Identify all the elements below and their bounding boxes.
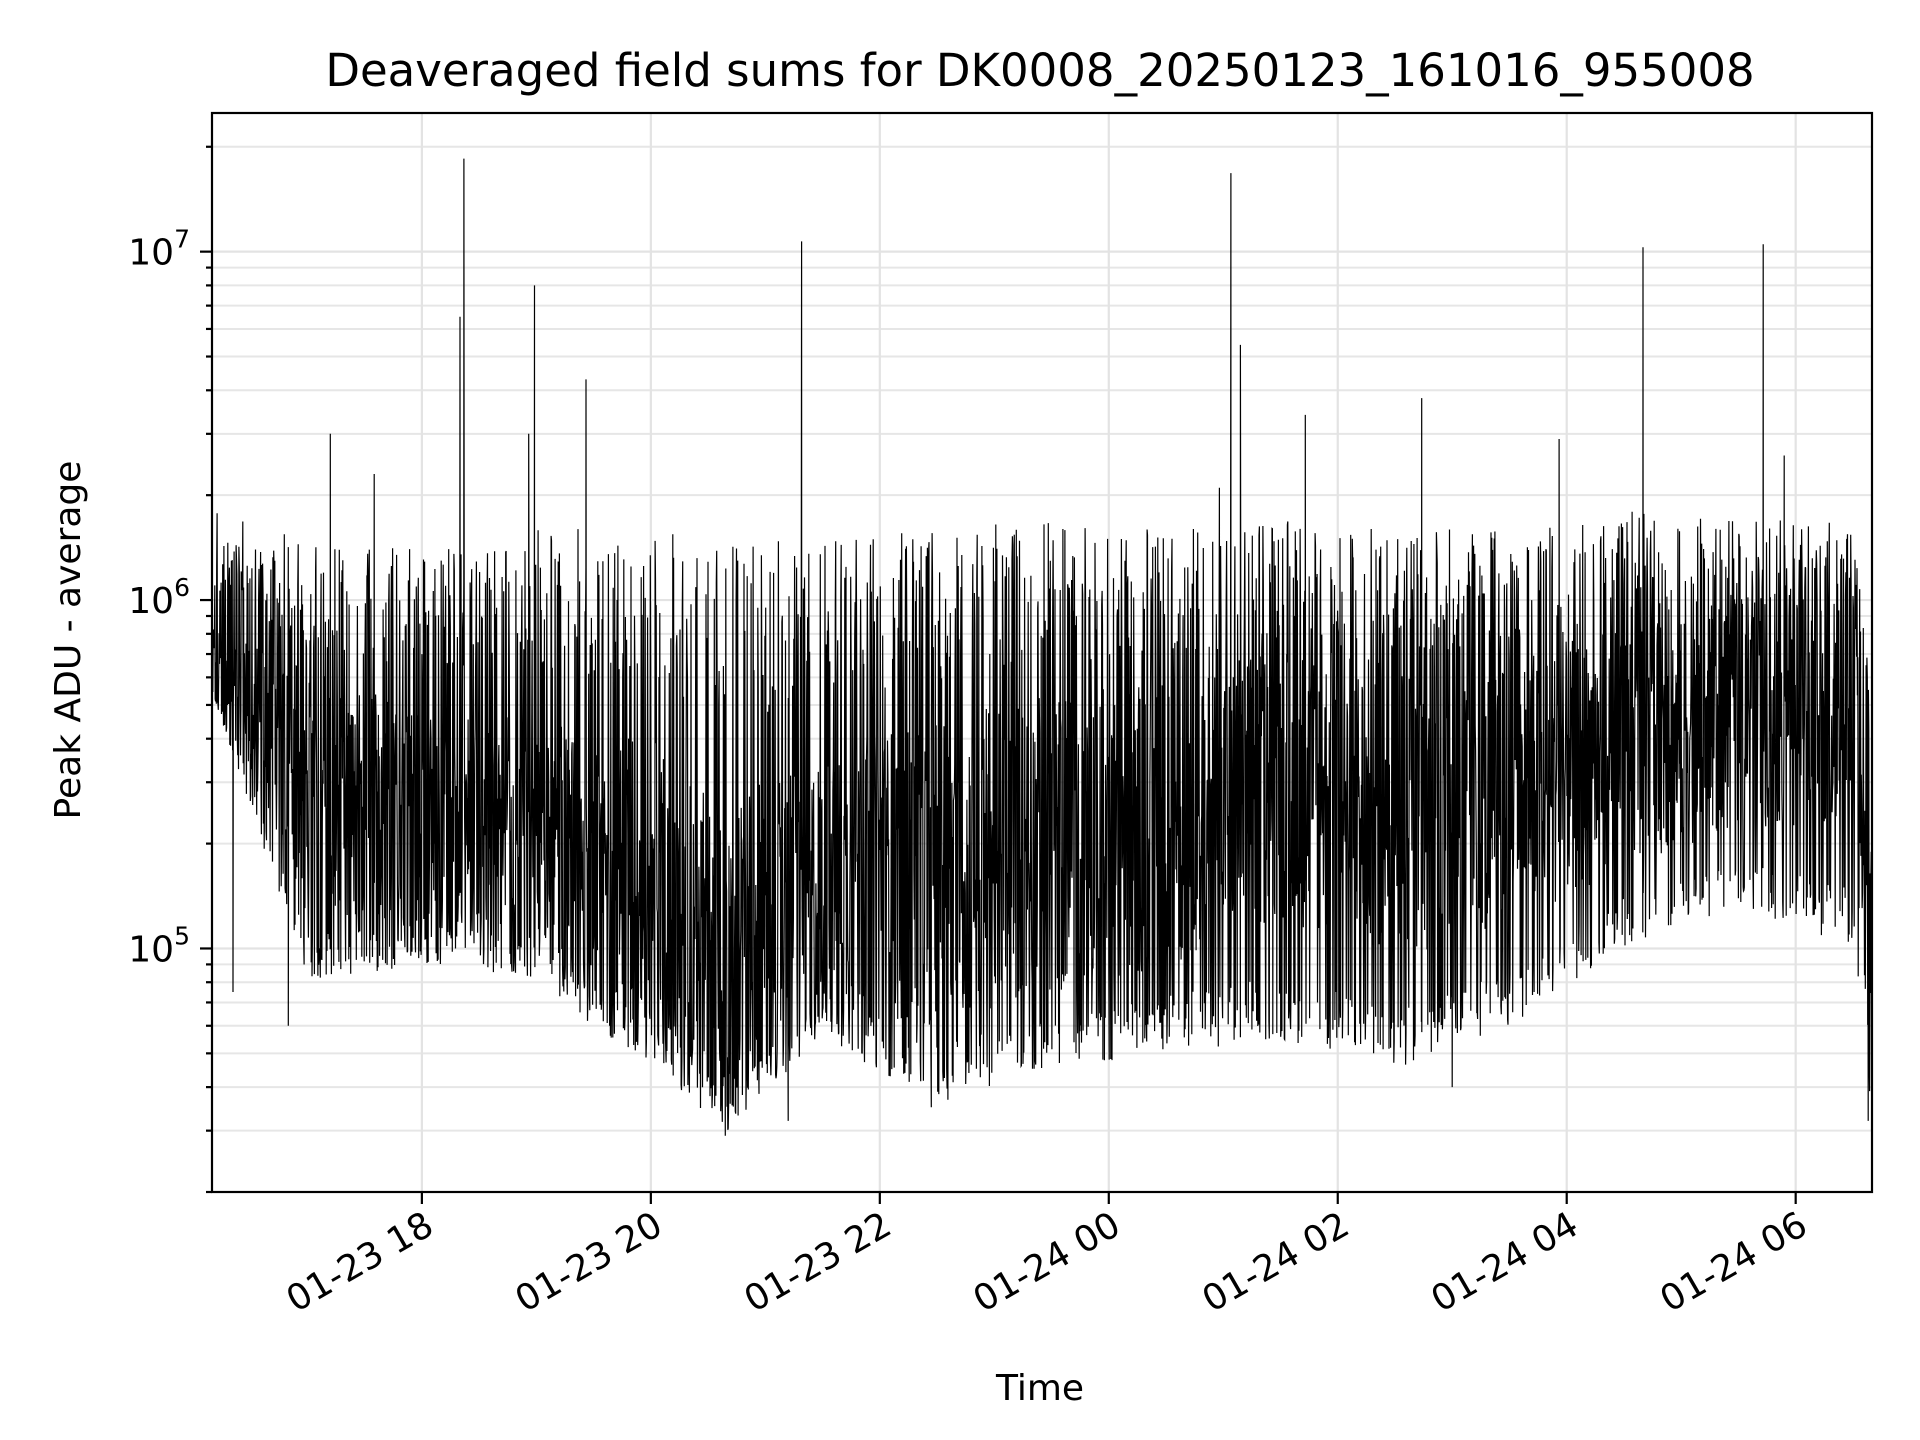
y-tick-label: 105	[128, 921, 190, 970]
y-axis-label: Peak ADU - average	[48, 461, 89, 820]
y-axis-ticks: 105 106 107	[128, 145, 212, 1194]
plot-frame	[210, 111, 1874, 1194]
chart-title: Deaveraged field sums for DK0008_2025012…	[325, 44, 1754, 97]
series-line	[211, 158, 1873, 1136]
y-tick-label: 106	[128, 573, 190, 622]
x-axis-label: Time	[995, 1368, 1084, 1409]
series	[211, 158, 1873, 1136]
y-tick-label: 107	[128, 225, 190, 274]
